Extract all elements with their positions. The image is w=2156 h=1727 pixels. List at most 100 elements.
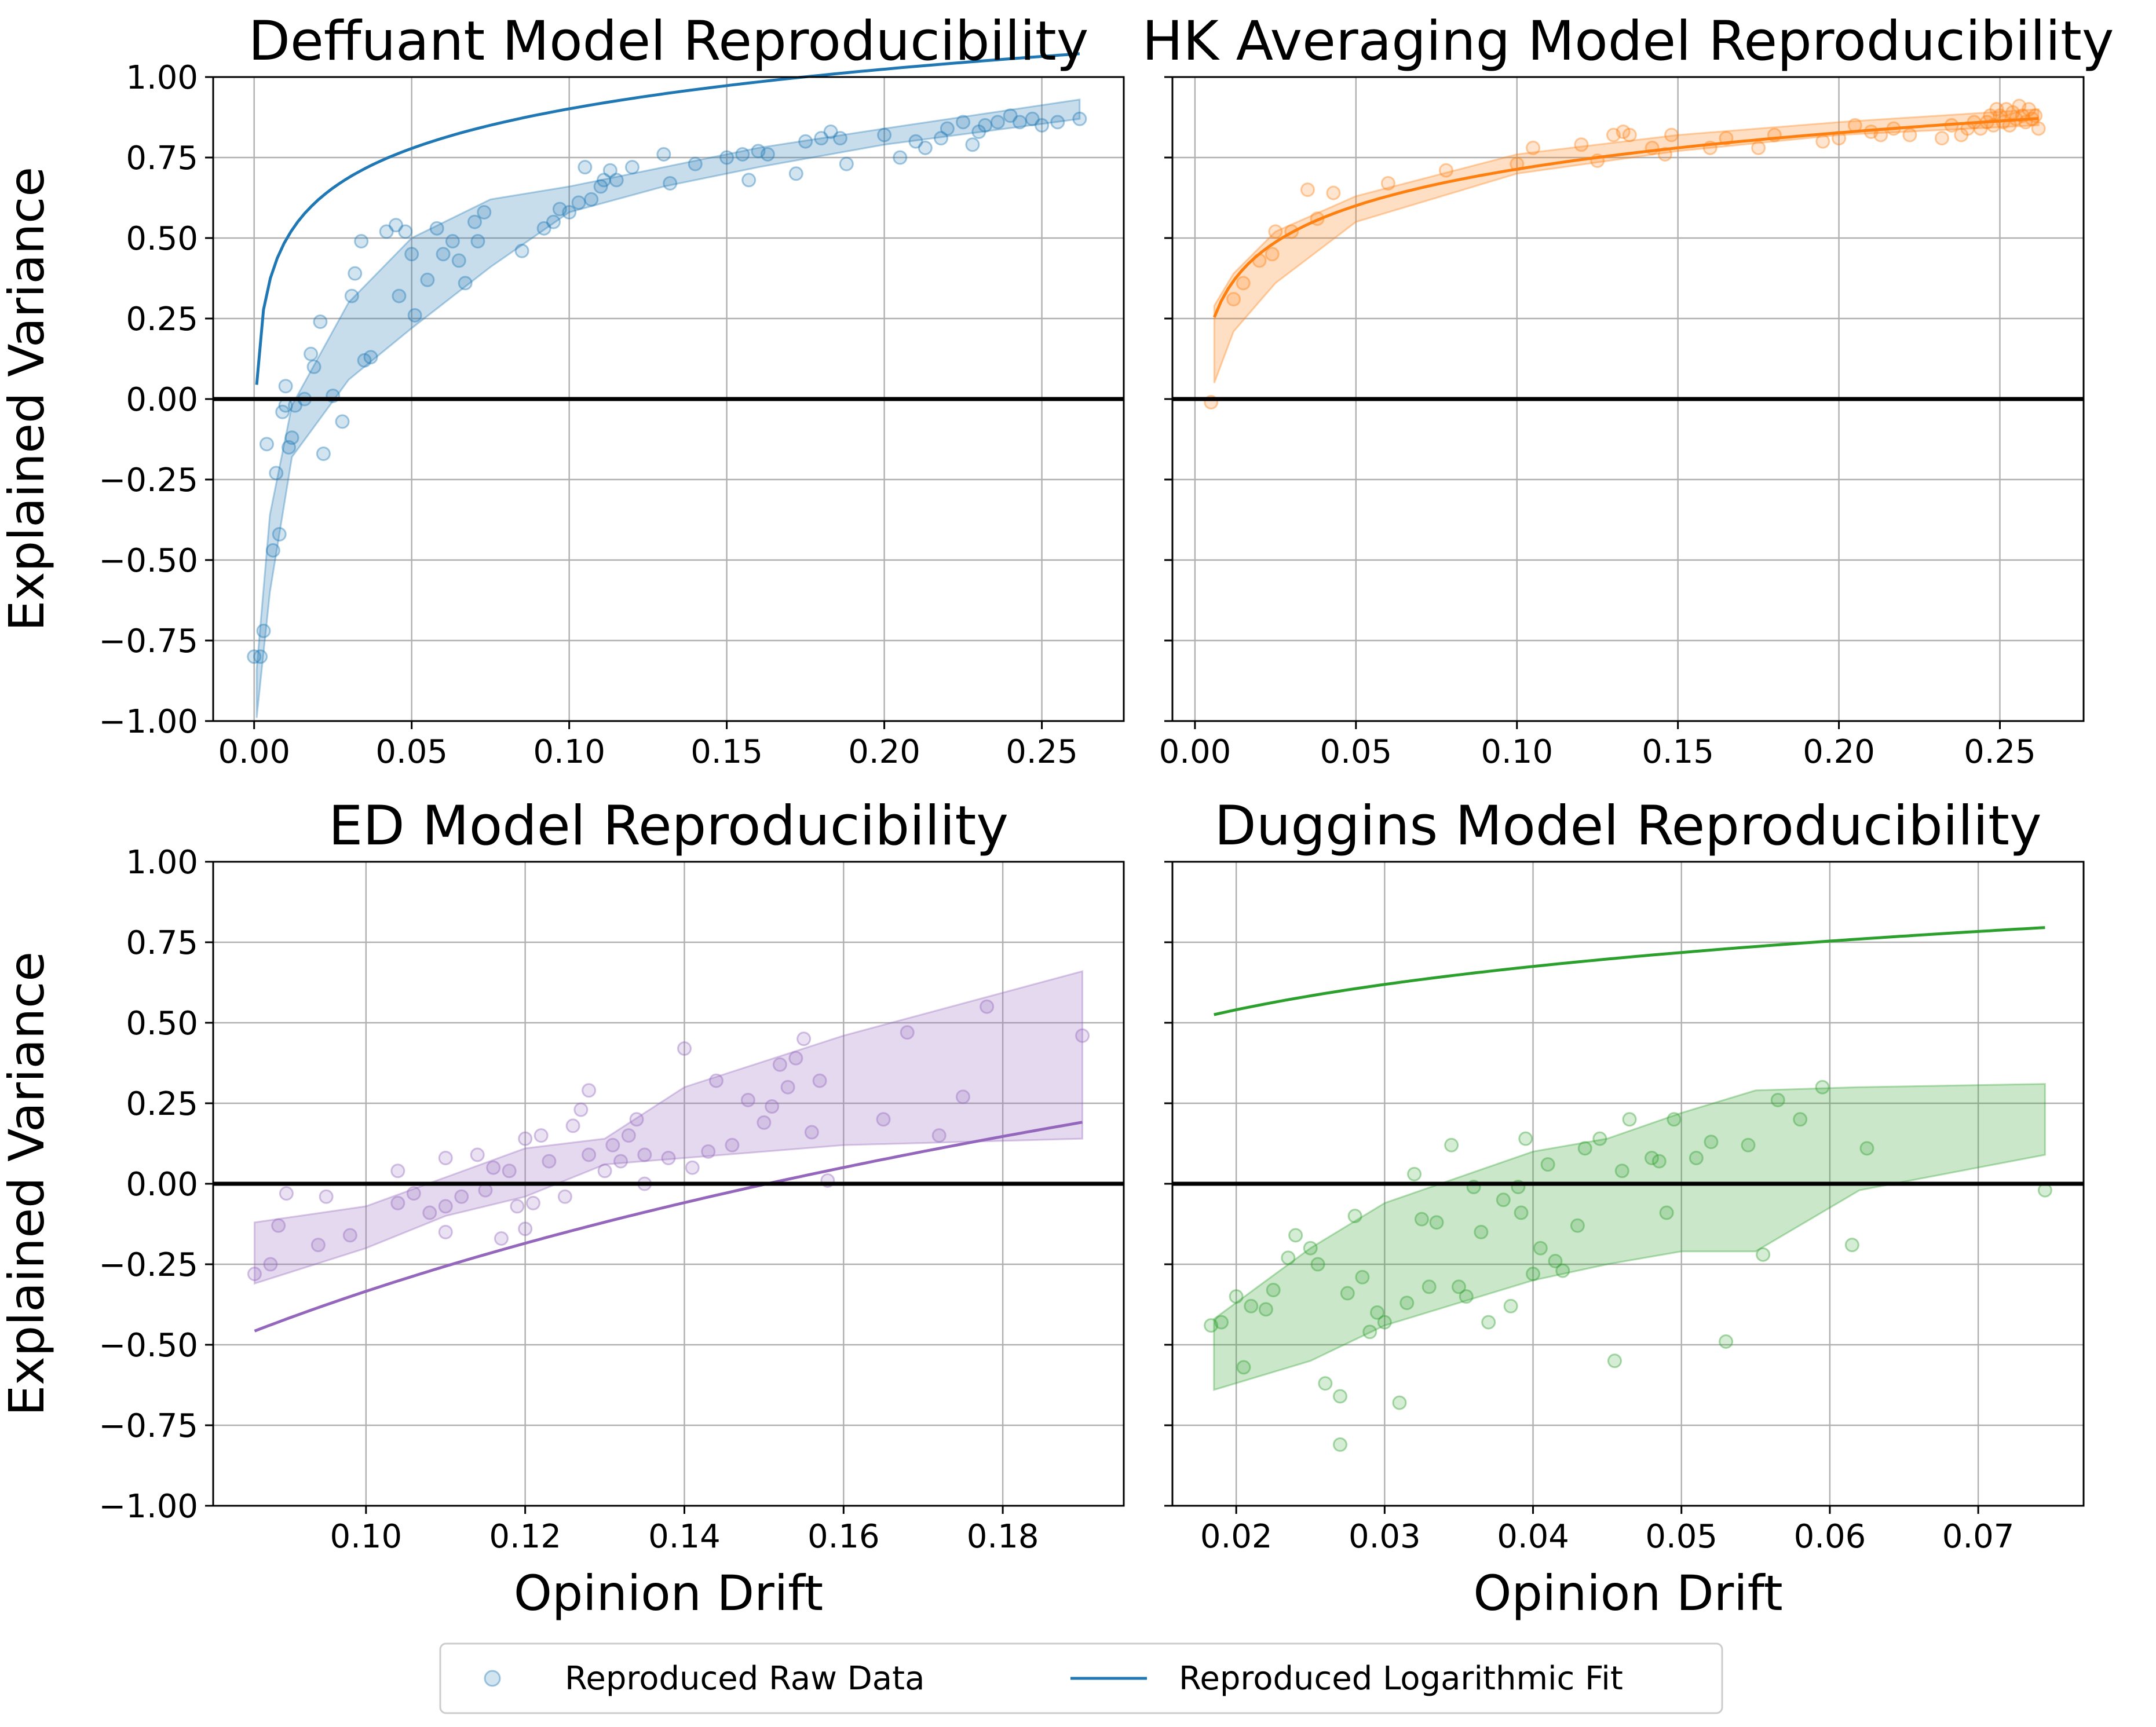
data-point [621,1128,636,1143]
data-point [1651,1154,1667,1169]
data-point [1362,1324,1377,1340]
data-point [275,404,290,419]
data-point [990,115,1005,130]
data-point [1266,1282,1281,1297]
data-point [438,1224,453,1239]
data-point [661,1151,676,1166]
data-point [740,1092,755,1107]
data-point [525,1195,540,1210]
data-point [1380,175,1395,191]
y-tick-label: 0.50 [126,1005,198,1042]
data-point [613,1154,628,1169]
data-point [1050,115,1065,130]
ed-panel: 0.10 0.12 0.14 0.16 0.18 −1.00 −0.75 −0.50 −0.25… [0,795,1125,1622]
data-point [1496,1192,1511,1208]
data-point [470,234,485,249]
data-point [804,1125,819,1140]
data-point [597,1163,612,1179]
data-point [319,1189,334,1204]
data-point [1392,1395,1407,1410]
data-point [918,140,933,155]
data-point [971,125,986,140]
data-point [247,1267,262,1282]
data-point [1540,1157,1555,1172]
y-tick-label: −1.00 [98,1488,198,1525]
data-point [1347,1209,1362,1224]
data-point [602,163,617,178]
data-point [1664,127,1679,142]
x-tick-label: 0.00 [218,733,290,771]
deffuant-panel: 0.00 0.05 0.10 0.15 0.20 0.25 −1.00 −0.75 −0.50 −… [0,10,1125,771]
data-point [546,214,561,229]
data-point [772,1057,787,1072]
data-point [839,156,854,171]
data-point [502,1163,517,1179]
legend-raw-marker [484,1670,501,1687]
x-tick-label: 0.16 [807,1518,880,1556]
x-tick-label: 0.04 [1497,1518,1569,1556]
data-point [557,1189,572,1204]
data-point [1622,127,1637,142]
data-point [253,649,268,664]
y-tick-label: −0.50 [98,1327,198,1364]
data-point [313,314,328,330]
x-tick-label: 0.06 [1794,1518,1866,1556]
data-point [304,346,319,361]
data-point [514,243,529,258]
data-point [467,214,482,229]
data-point [1370,1305,1385,1320]
data-point [1526,140,1541,155]
data-point [1999,102,2014,117]
data-point [1377,1315,1392,1330]
data-point [656,147,671,162]
y-axis-label: Explained Variance [0,952,55,1416]
data-point [278,379,293,394]
confidence-band [1213,1083,2046,1391]
data-point [1954,127,1969,142]
data-point [445,234,460,249]
data-point [823,125,838,140]
data-point [1310,1257,1325,1272]
data-point [306,359,321,374]
data-point [1574,137,1589,152]
panel-title: HK Averaging Model Reproducibility [1142,10,2114,73]
data-point [735,147,750,162]
hk-averaging-panel: 0.00 0.05 0.10 0.15 0.20 0.25 HK Averaging Mod… [1142,10,2114,771]
y-tick-label: 0.50 [126,220,198,258]
data-point [1570,1218,1585,1233]
data-point [335,414,350,429]
data-point [407,308,422,323]
y-tick-label: −1.00 [98,703,198,741]
fit-line [1212,117,2039,318]
data-point [677,1041,692,1056]
data-point [390,1163,405,1179]
data-point [1268,224,1283,239]
data-point [1503,1298,1518,1313]
data-point [796,1031,812,1047]
data-point [1793,1112,1808,1127]
x-tick-label: 0.15 [690,733,763,771]
data-point [390,1195,405,1210]
data-point [1644,1151,1659,1166]
data-point [1518,1131,1533,1146]
data-point [348,266,363,281]
data-point [342,1228,357,1243]
data-point [263,1257,278,1272]
data-point [398,224,413,239]
x-tick-label: 0.02 [1200,1518,1273,1556]
data-point [1303,1241,1318,1256]
data-point [542,1154,557,1169]
data-point [247,649,262,664]
y-tick-label: −0.25 [98,1246,198,1284]
y-axis-label: Explained Variance [0,167,55,631]
data-point [1526,1267,1541,1282]
data-point [2022,102,2037,117]
data-point [1934,131,1949,146]
data-point [265,543,280,558]
data-point [593,179,608,194]
data-point [1704,1135,1719,1150]
x-tick-label: 0.25 [1006,733,1078,771]
panel-title: ED Model Reproducibility [328,795,1008,858]
data-point [765,1099,780,1114]
data-point [1689,1151,1704,1166]
